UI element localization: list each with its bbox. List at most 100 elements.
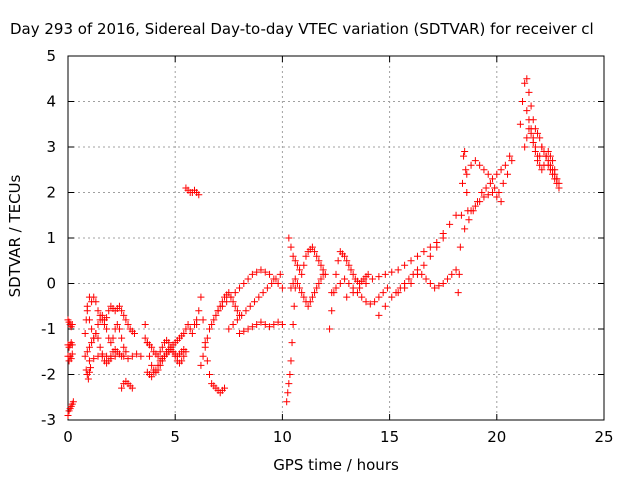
data-point <box>287 243 295 251</box>
data-point <box>85 357 93 365</box>
data-point <box>405 275 413 283</box>
y-tick-label: 5 <box>46 47 56 65</box>
data-point <box>195 191 203 199</box>
data-point <box>531 143 539 151</box>
x-tick-label: 5 <box>170 428 180 446</box>
data-point <box>87 364 95 372</box>
data-point <box>328 289 336 297</box>
data-point <box>201 343 209 351</box>
data-point <box>455 270 463 278</box>
data-point <box>85 316 93 324</box>
data-point <box>83 348 91 356</box>
data-point <box>68 350 76 358</box>
data-point <box>152 366 160 374</box>
data-points <box>64 75 563 419</box>
data-point <box>504 170 512 178</box>
data-point <box>465 216 473 224</box>
data-point <box>94 307 102 315</box>
data-point <box>278 320 286 328</box>
data-point <box>120 352 128 360</box>
data-point <box>257 266 265 274</box>
data-point <box>306 298 314 306</box>
data-point <box>461 225 469 233</box>
data-point <box>446 220 454 228</box>
data-point <box>521 143 529 151</box>
data-point <box>270 320 278 328</box>
data-point <box>165 339 173 347</box>
data-point <box>536 134 544 142</box>
data-point <box>328 307 336 315</box>
data-point <box>296 284 304 292</box>
data-point <box>154 352 162 360</box>
data-point <box>118 307 126 315</box>
data-point <box>236 330 244 338</box>
data-point <box>92 330 100 338</box>
data-point <box>244 275 252 283</box>
data-point <box>107 355 115 363</box>
y-tick-label: 2 <box>46 184 56 202</box>
data-point <box>293 280 301 287</box>
data-point <box>266 270 274 278</box>
data-point <box>156 348 164 356</box>
data-point <box>69 398 77 406</box>
y-tick-label: 3 <box>46 138 56 156</box>
data-point <box>508 157 516 165</box>
data-point <box>525 116 533 124</box>
data-point <box>435 282 443 290</box>
data-point <box>68 341 76 349</box>
data-point <box>180 330 188 338</box>
data-point <box>240 327 248 335</box>
data-point <box>120 343 128 351</box>
data-point <box>484 170 492 178</box>
data-point <box>206 371 214 378</box>
data-point <box>255 293 263 301</box>
data-point <box>283 398 291 406</box>
data-point <box>413 252 421 260</box>
data-point <box>521 79 529 87</box>
data-point <box>308 243 316 251</box>
data-point <box>208 320 216 328</box>
data-point <box>491 184 499 192</box>
data-point <box>336 280 344 287</box>
data-point <box>527 125 535 133</box>
data-point <box>120 311 128 319</box>
data-point <box>285 234 293 242</box>
data-point <box>461 148 469 156</box>
data-point <box>454 289 462 297</box>
data-point <box>118 384 126 392</box>
data-point <box>388 268 396 276</box>
data-point <box>439 280 447 287</box>
data-point <box>248 323 256 331</box>
data-point <box>375 273 383 281</box>
data-point <box>94 352 102 360</box>
data-point <box>266 323 274 331</box>
data-point <box>456 243 464 251</box>
data-point <box>218 302 226 310</box>
data-point <box>233 307 241 315</box>
data-point <box>178 357 186 365</box>
data-point <box>433 243 441 251</box>
data-point <box>549 170 557 178</box>
data-point <box>268 280 276 287</box>
data-point <box>544 148 552 156</box>
data-point <box>203 334 211 342</box>
data-point <box>246 302 254 310</box>
data-point <box>422 275 430 283</box>
data-point <box>392 289 400 297</box>
data-point <box>103 352 111 360</box>
data-point <box>379 289 387 297</box>
data-point <box>495 189 503 196</box>
data-point <box>128 352 136 360</box>
data-point <box>396 284 404 292</box>
data-point <box>529 134 537 142</box>
data-point <box>525 88 533 96</box>
data-point <box>300 261 308 269</box>
data-point <box>274 318 282 326</box>
data-point <box>290 302 298 310</box>
data-point <box>362 298 370 306</box>
data-point <box>486 179 494 187</box>
x-tick-label: 25 <box>594 428 613 446</box>
data-point <box>407 280 415 287</box>
data-point <box>278 284 286 292</box>
data-point <box>315 257 323 265</box>
